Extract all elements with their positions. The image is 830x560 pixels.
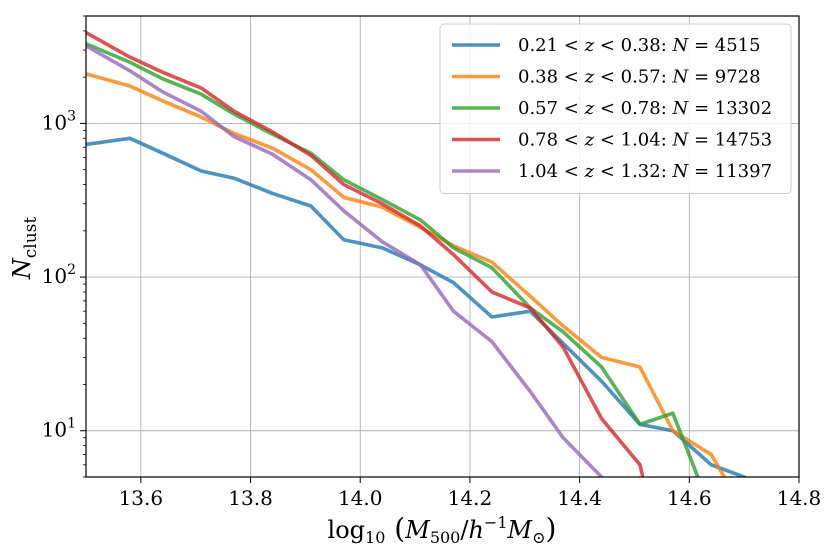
legend-label-3: 0.57 < z < 0.78: N = 13302 xyxy=(518,98,772,119)
legend-label-4: 0.78 < z < 1.04: N = 14753 xyxy=(518,130,772,151)
ticks: 13.6 13.8 14.0 14.2 14.4 14.6 14.8 101 102 103 xyxy=(42,15,822,510)
y-tick-label: 101 xyxy=(42,416,76,442)
y-axis-label: Nclust xyxy=(8,217,41,281)
legend-label-5: 1.04 < z < 1.32: N = 11397 xyxy=(518,161,772,182)
y-tick-label: 102 xyxy=(42,262,76,288)
x-tick-label: 13.8 xyxy=(228,486,273,510)
series-lines xyxy=(86,31,749,477)
legend-label-1: 0.21 < z < 0.38: N = 4515 xyxy=(518,35,761,56)
x-tick-label: 14.4 xyxy=(557,486,602,510)
x-tick-label: 13.6 xyxy=(119,486,164,510)
legend: 0.21 < z < 0.38: N = 4515 0.38 < z < 0.57… xyxy=(439,23,792,194)
legend-box xyxy=(439,23,792,194)
series-line-4 xyxy=(86,31,645,477)
series-line-5 xyxy=(86,44,604,477)
x-tick-label: 14.0 xyxy=(338,486,383,510)
series-line-3 xyxy=(86,42,700,477)
x-tick-label: 14.8 xyxy=(777,486,822,510)
y-tick-label: 103 xyxy=(42,108,76,134)
x-tick-label: 14.6 xyxy=(667,486,712,510)
series-line-1 xyxy=(86,136,749,477)
legend-label-2: 0.38 < z < 0.57: N = 9728 xyxy=(518,67,761,88)
x-axis-label: log10 (M500/h−1M⊙) xyxy=(328,512,557,547)
x-tick-label: 14.2 xyxy=(448,486,493,510)
plot-frame xyxy=(85,15,800,478)
